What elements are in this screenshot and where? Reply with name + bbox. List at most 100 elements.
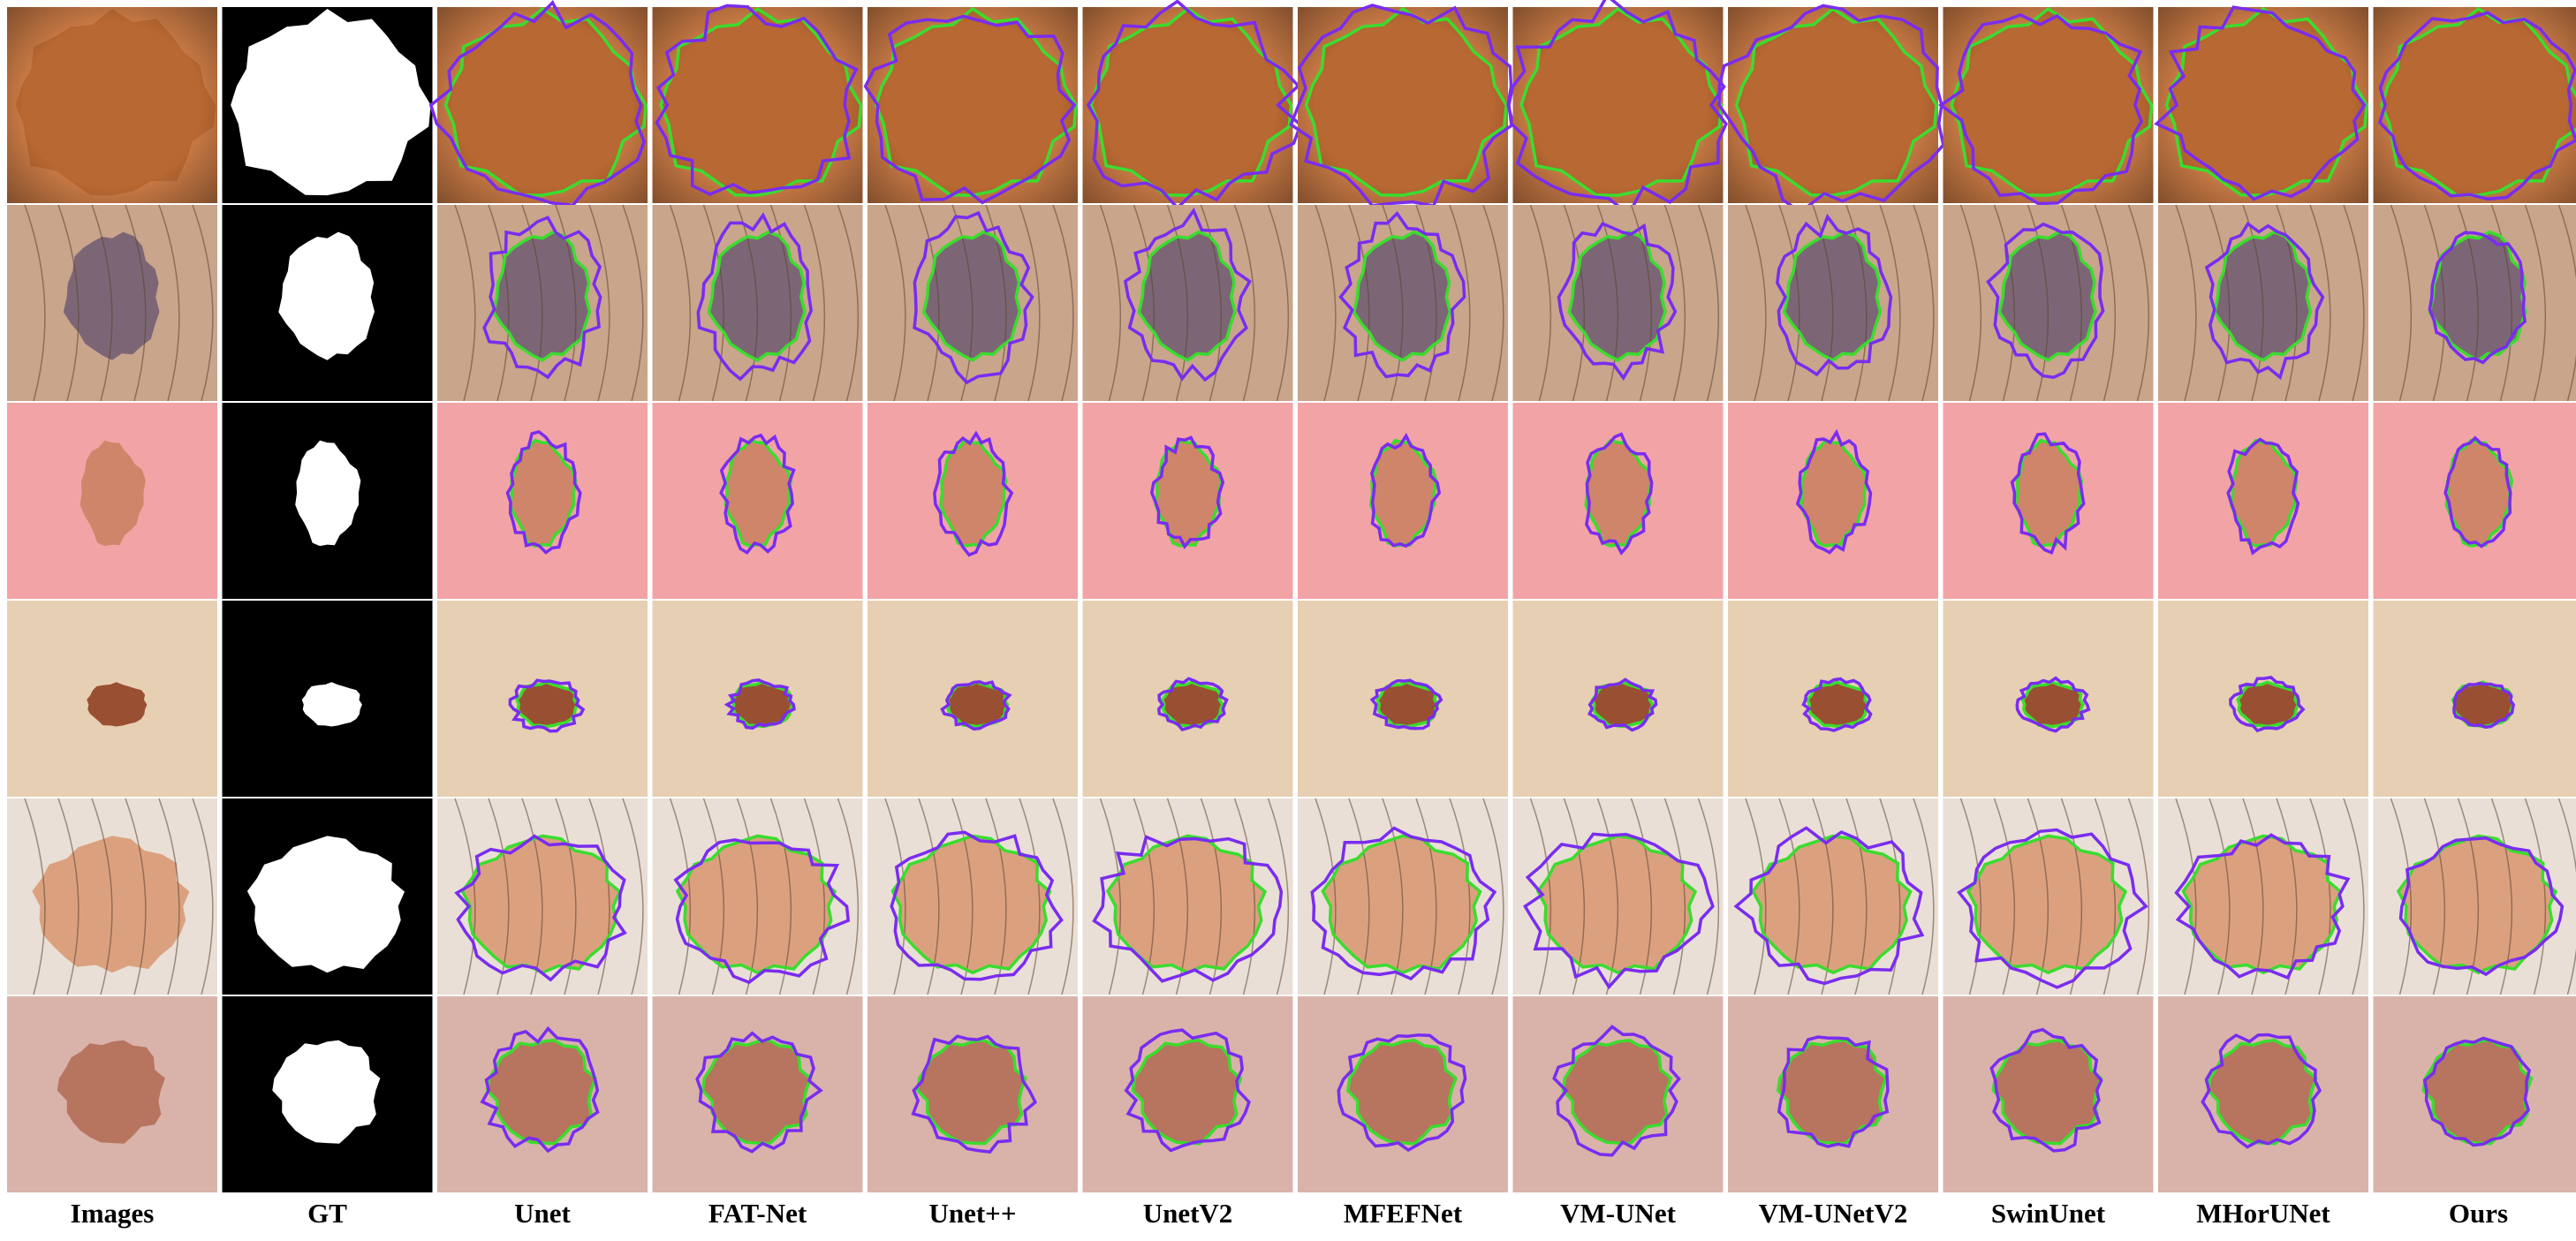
prediction-contour — [933, 430, 1014, 557]
prediction-contour — [655, 4, 859, 196]
hair-strand — [1697, 204, 1720, 402]
prediction-contour — [2204, 221, 2325, 381]
hair-strand — [2060, 204, 2083, 402]
column-label: Unet — [514, 1198, 571, 1229]
hair-strand — [1529, 204, 1552, 402]
hair-strand — [1052, 798, 1074, 995]
lesion — [1563, 1040, 1671, 1144]
ground-truth-contour — [1352, 230, 1452, 362]
lesion — [87, 682, 148, 727]
ground-truth-contour — [724, 438, 793, 548]
hair-strand — [669, 204, 692, 402]
hair-strand — [918, 204, 940, 402]
lesion — [32, 836, 190, 973]
hair-strand — [1845, 798, 1868, 995]
lesion — [462, 836, 620, 973]
lesion — [1370, 440, 1436, 547]
hair-strand — [192, 204, 214, 402]
hair-strand — [1099, 798, 1122, 995]
prediction-contour — [2229, 676, 2306, 733]
prediction-contour — [505, 429, 582, 555]
prediction-contour — [2174, 833, 2351, 980]
ground-truth-contour — [1137, 230, 1237, 362]
hair-strand — [1267, 798, 1290, 995]
hair-strand — [837, 204, 860, 402]
prediction-contour — [1585, 432, 1654, 556]
column-label: UnetV2 — [1142, 1198, 1233, 1229]
hair-strand — [884, 204, 906, 402]
vignette — [1298, 7, 1508, 203]
lesion — [1377, 682, 1438, 727]
hair-strand — [488, 798, 510, 995]
hair-strand — [702, 798, 725, 995]
ground-truth-contour — [890, 834, 1052, 975]
lesion — [917, 1040, 1026, 1144]
hair-strand — [702, 204, 725, 402]
lesion — [940, 440, 1006, 547]
lesion — [1537, 836, 1695, 973]
hair-strand — [192, 798, 214, 995]
lesion — [1586, 440, 1652, 547]
prediction-contour — [454, 834, 627, 982]
hair-strand — [1315, 204, 1337, 402]
ground-truth-contour — [2396, 834, 2558, 975]
hair-strand — [1663, 798, 1686, 995]
prediction-contour — [1149, 435, 1225, 549]
hair-strand — [555, 204, 577, 402]
ground-truth-contour — [1561, 1038, 1673, 1146]
prediction-contour — [1733, 826, 1925, 986]
ground-truth-contour — [515, 680, 580, 729]
ground-truth-contour — [508, 438, 578, 548]
hair-strand — [2423, 204, 2446, 402]
prediction-contour — [2428, 231, 2527, 365]
prediction-contour — [1957, 828, 2148, 989]
hair-strand — [2094, 798, 2117, 995]
lesion — [1993, 1040, 2102, 1144]
ground-truth-contour — [1806, 680, 1870, 729]
hair-strand — [1449, 798, 1471, 995]
hair-strand — [622, 798, 644, 995]
hair-strand — [1812, 204, 1834, 402]
hair-strand — [2276, 204, 2298, 402]
hair-strand — [1745, 204, 1767, 402]
ground-truth-contour — [1345, 1038, 1458, 1146]
ground-truth-contour — [1535, 834, 1698, 975]
lesion — [2231, 440, 2297, 547]
hair-strand — [2127, 204, 2150, 402]
prediction-contour — [2422, 1036, 2532, 1147]
lesion — [677, 836, 835, 973]
vignette — [7, 7, 217, 203]
prediction-contour — [1989, 1027, 2103, 1153]
hair-strand — [2309, 204, 2331, 402]
hair-strand — [1482, 798, 1504, 995]
hair-strand — [2524, 204, 2547, 402]
column-label: VM-UNetV2 — [1758, 1198, 1908, 1229]
hair-strand — [1993, 798, 2016, 995]
prediction-contour — [2398, 836, 2565, 977]
lesion — [1155, 440, 1222, 547]
hair-strand — [669, 798, 692, 995]
hair-strand — [2343, 798, 2365, 995]
ground-truth-contour — [1131, 1038, 1243, 1146]
hair-strand — [2557, 204, 2576, 402]
hair-strand — [454, 798, 476, 995]
ground-truth-contour — [1751, 834, 1913, 975]
lesion — [2452, 682, 2513, 727]
lesion — [1322, 836, 1481, 973]
hair-strand — [1596, 204, 1619, 402]
hair-strand — [2343, 204, 2365, 402]
lesion — [2238, 682, 2299, 727]
ground-truth-contour — [1105, 834, 1268, 975]
prediction-contour — [508, 678, 586, 733]
prediction-contour — [1587, 677, 1658, 732]
prediction-contour — [1777, 1035, 1890, 1148]
hair-strand — [125, 204, 147, 402]
ground-truth-contour — [707, 230, 807, 362]
lesion — [487, 1040, 595, 1144]
lesion — [731, 682, 792, 727]
ground-truth-contour — [1966, 834, 2128, 975]
lesion — [517, 682, 578, 727]
column-label: Unet++ — [928, 1198, 1017, 1229]
hair-strand — [837, 798, 860, 995]
